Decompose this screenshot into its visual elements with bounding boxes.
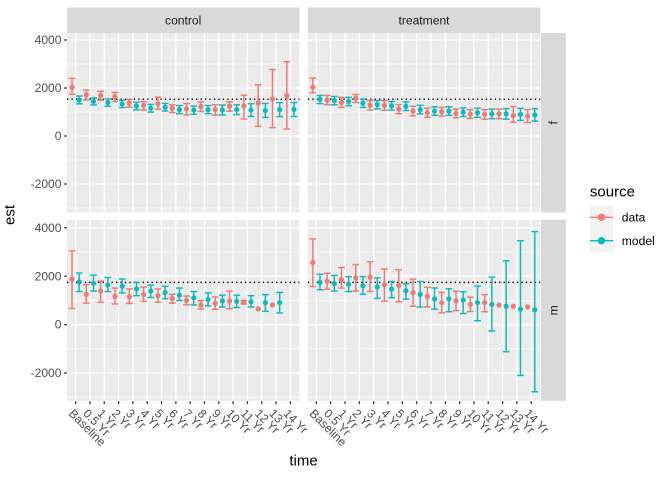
svg-text:0: 0 — [55, 318, 62, 332]
svg-text:4000: 4000 — [35, 221, 62, 235]
svg-text:2000: 2000 — [35, 81, 62, 95]
svg-text:0: 0 — [55, 129, 62, 143]
svg-text:data: data — [622, 210, 646, 224]
svg-text:est: est — [2, 204, 19, 225]
svg-text:model: model — [622, 234, 655, 248]
svg-text:-2000: -2000 — [31, 366, 62, 380]
svg-text:f: f — [547, 120, 561, 124]
svg-text:time: time — [289, 453, 317, 470]
svg-text:m: m — [547, 305, 561, 315]
svg-text:-2000: -2000 — [31, 177, 62, 191]
svg-text:4000: 4000 — [35, 33, 62, 47]
svg-text:control: control — [165, 14, 201, 28]
svg-text:treatment: treatment — [398, 14, 450, 28]
svg-text:2000: 2000 — [35, 269, 62, 283]
svg-text:source: source — [590, 183, 635, 200]
